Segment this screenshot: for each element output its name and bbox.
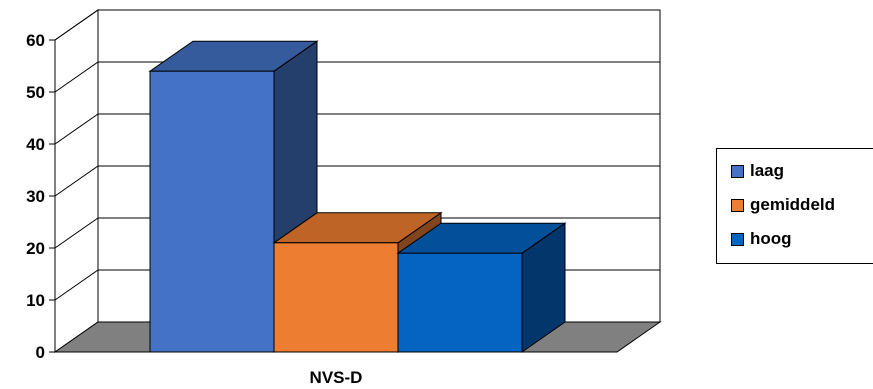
- gridline-20: [54, 217, 660, 249]
- legend-swatch-gemiddeld: [731, 198, 744, 212]
- gridline-30: [54, 165, 660, 197]
- gridline-40: [54, 113, 660, 145]
- legend-swatch-laag: [731, 164, 744, 178]
- y-tick-label-40: 40: [26, 135, 45, 154]
- legend: laag gemiddeld hoog: [716, 148, 873, 264]
- y-tick-label-20: 20: [26, 239, 45, 258]
- legend-swatch-hoog: [731, 232, 744, 246]
- x-category-label: NVS-D: [310, 368, 363, 387]
- y-tick-label-60: 60: [26, 31, 45, 50]
- y-tick-label-50: 50: [26, 83, 45, 102]
- bars-group: [148, 40, 567, 353]
- legend-item-hoog: hoog: [731, 229, 792, 249]
- legend-item-laag: laag: [731, 161, 784, 181]
- bar-gemiddeld: [273, 242, 399, 353]
- y-tick-label-0: 0: [36, 343, 45, 362]
- legend-item-gemiddeld: gemiddeld: [731, 195, 835, 215]
- legend-label-gemiddeld: gemiddeld: [750, 195, 836, 214]
- legend-label-laag: laag: [750, 161, 785, 180]
- y-tick-label-30: 30: [26, 187, 45, 206]
- y-tick-label-10: 10: [26, 291, 45, 310]
- bar-hoog: [397, 252, 523, 353]
- gridline-50: [54, 61, 660, 93]
- y-axis: 0 10 20 30 40 50 60: [26, 31, 56, 362]
- gridline-60: [54, 9, 660, 41]
- legend-label-hoog: hoog: [750, 229, 792, 248]
- bar-laag: [149, 70, 275, 353]
